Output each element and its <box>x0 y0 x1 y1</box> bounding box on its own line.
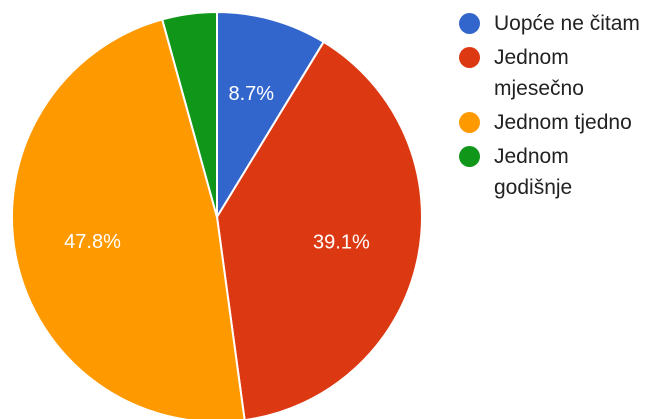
legend-item-jednom-mjesecno[interactable]: Jednom mjesečno <box>459 42 670 104</box>
pie-slice-jednom-tjedno[interactable] <box>11 18 246 419</box>
legend: Uopće ne čitam Jednom mjesečno Jednom tj… <box>459 8 670 206</box>
legend-item-jednom-godisnje[interactable]: Jednom godišnje <box>459 141 670 203</box>
legend-item-jednom-tjedno[interactable]: Jednom tjedno <box>459 107 670 138</box>
legend-swatch-jednom-mjesecno <box>459 47 480 68</box>
data-label-uopce-ne-citam: 8.7% <box>229 83 275 105</box>
legend-swatch-jednom-tjedno <box>459 112 480 133</box>
legend-label: Jednom mjesečno <box>494 46 584 100</box>
pie-slice-jednom-mjesecno[interactable] <box>215 40 424 419</box>
pie-slice-jednom-godisnje[interactable] <box>160 10 218 218</box>
pie-slice-uopce-ne-citam[interactable] <box>216 10 326 221</box>
legend-label: Jednom tjedno <box>494 111 632 134</box>
legend-swatch-jednom-godisnje <box>459 146 480 167</box>
legend-label: Jednom godišnje <box>494 145 573 199</box>
data-label-jednom-mjesecno: 39.1% <box>313 231 370 253</box>
legend-label: Uopće ne čitam <box>494 12 640 35</box>
data-labels: 8.7% 39.1% 47.8% <box>64 83 370 253</box>
data-label-jednom-tjedno: 47.8% <box>64 231 121 253</box>
legend-item-uopce-ne-citam[interactable]: Uopće ne čitam <box>459 8 670 39</box>
legend-swatch-uopce-ne-citam <box>459 13 480 34</box>
